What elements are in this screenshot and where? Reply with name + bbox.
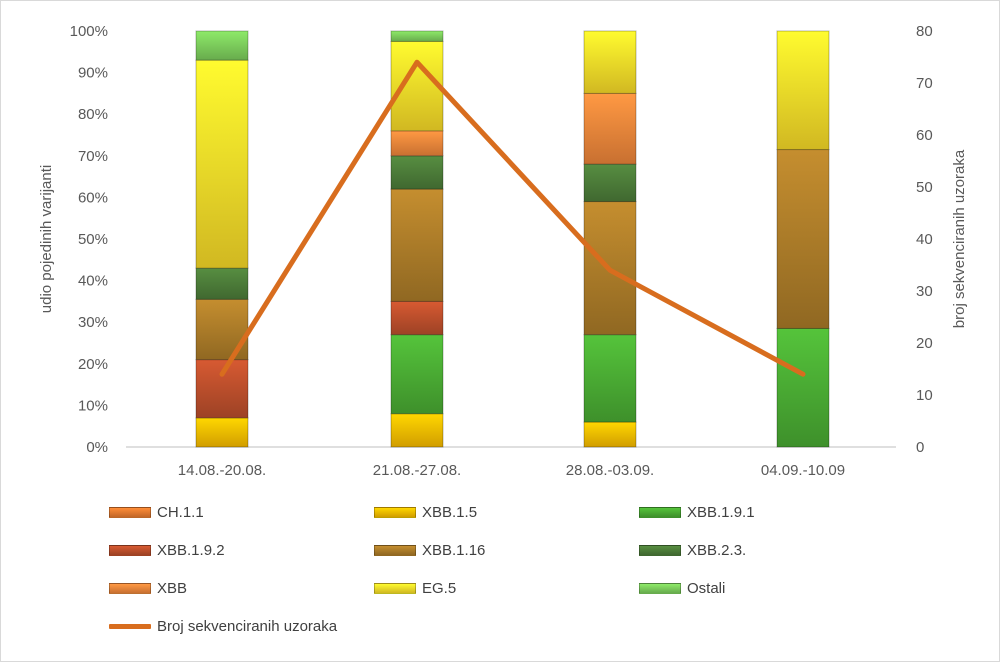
legend-item: EG.5 xyxy=(374,580,456,597)
x-axis-ticks: 14.08.-20.08. 21.08.-27.08. 28.08.-03.09. 0… xyxy=(178,462,845,479)
legend-swatch xyxy=(374,545,416,556)
bar-segment xyxy=(195,417,249,448)
bar-segment xyxy=(390,40,444,132)
legend-label: EG.5 xyxy=(422,580,457,597)
legend-label: Broj sekvenciranih uzoraka xyxy=(157,618,338,635)
bar-segment xyxy=(583,421,637,448)
y-tick-label: 40% xyxy=(78,273,108,290)
legend-swatch xyxy=(109,583,151,594)
legend-swatch xyxy=(374,507,416,518)
legend-label: CH.1.1 xyxy=(157,504,204,521)
y-tick-label: 90% xyxy=(78,65,108,82)
y2-axis-title: broj sekvenciranih uzoraka xyxy=(951,149,968,328)
legend-item-line: Broj sekvenciranih uzoraka xyxy=(109,618,337,635)
y-tick-label: 20% xyxy=(78,356,108,373)
legend-item: CH.1.1 xyxy=(109,504,204,521)
bar-segment xyxy=(195,267,249,300)
legend-label: XBB.1.16 xyxy=(422,542,486,559)
bar-segment xyxy=(195,59,249,269)
bar-segment xyxy=(776,327,830,448)
bar-segment xyxy=(195,359,249,419)
y-tick-label: 100% xyxy=(70,23,108,40)
y2-tick-label: 60 xyxy=(916,127,933,144)
y2-tick-label: 0 xyxy=(916,439,924,456)
legend-swatch xyxy=(109,507,151,518)
legend-line-swatch xyxy=(109,624,151,629)
legend-item: XBB.2.3. xyxy=(639,542,746,559)
y2-tick-label: 30 xyxy=(916,283,933,300)
bar-segment xyxy=(390,188,444,302)
legend-item: XBB xyxy=(109,580,187,597)
bar-segment xyxy=(390,413,444,448)
bar-segment xyxy=(195,30,249,61)
right-axis-ticks: 0 10 20 30 40 50 60 70 80 xyxy=(916,23,933,456)
bars-group xyxy=(195,30,830,448)
y2-tick-label: 80 xyxy=(916,23,933,40)
legend-swatch xyxy=(374,583,416,594)
legend-item: XBB.1.5 xyxy=(374,504,477,521)
y-tick-label: 0% xyxy=(86,439,108,456)
legend-swatch xyxy=(109,545,151,556)
legend-swatch xyxy=(639,545,681,556)
legend-label: Ostali xyxy=(687,580,726,597)
y2-tick-label: 10 xyxy=(916,387,933,404)
y-tick-label: 60% xyxy=(78,189,108,206)
legend-label: XBB.1.5 xyxy=(422,504,478,521)
y-tick-label: 50% xyxy=(78,231,108,248)
bar-segment xyxy=(390,130,444,157)
left-axis-ticks: 0% 10% 20% 30% 40% 50% 60% 70% 80% 90% 100% xyxy=(70,23,108,456)
legend-swatch xyxy=(639,583,681,594)
legend-label: XBB.2.3. xyxy=(687,542,747,559)
legend-label: XBB xyxy=(157,580,188,597)
legend-label: XBB.1.9.1 xyxy=(687,504,755,521)
legend-swatch xyxy=(639,507,681,518)
y2-tick-label: 40 xyxy=(916,231,933,248)
bar-segment xyxy=(390,155,444,190)
bar-segment xyxy=(583,163,637,203)
bar-segment xyxy=(390,334,444,415)
x-tick-label: 14.08.-20.08. xyxy=(178,462,266,479)
x-tick-label: 04.09.-10.09 xyxy=(761,462,845,479)
legend-item: Ostali xyxy=(639,580,725,597)
legend-label: XBB.1.9.2 xyxy=(157,542,225,559)
chart-svg: 0% 10% 20% 30% 40% 50% 60% 70% 80% 90% 100% 0 10 20 3… xyxy=(38,23,968,479)
legend-item: XBB.1.9.2 xyxy=(109,542,225,559)
y2-tick-label: 70 xyxy=(916,75,933,92)
bar-segment xyxy=(776,149,830,329)
x-tick-label: 21.08.-27.08. xyxy=(373,462,461,479)
bar-segment xyxy=(776,30,830,151)
y2-tick-label: 50 xyxy=(916,179,933,196)
y-tick-label: 30% xyxy=(78,314,108,331)
y-tick-label: 10% xyxy=(78,397,108,414)
line-series xyxy=(219,59,806,377)
bar-segment xyxy=(195,298,249,361)
y-tick-label: 80% xyxy=(78,106,108,123)
bar-segment xyxy=(390,30,444,42)
y-tick-label: 70% xyxy=(78,148,108,165)
y-axis-title: udio pojedinih varijanti xyxy=(38,165,55,313)
y2-tick-label: 20 xyxy=(916,335,933,352)
legend-item: XBB.1.16 xyxy=(374,542,485,559)
bar-segment xyxy=(390,300,444,336)
bar-segment xyxy=(583,92,637,165)
legend-item: XBB.1.9.1 xyxy=(639,504,755,521)
line-series-group xyxy=(219,59,806,377)
bar-segment xyxy=(583,30,637,94)
bar-segment xyxy=(583,334,637,423)
x-tick-label: 28.08.-03.09. xyxy=(566,462,654,479)
